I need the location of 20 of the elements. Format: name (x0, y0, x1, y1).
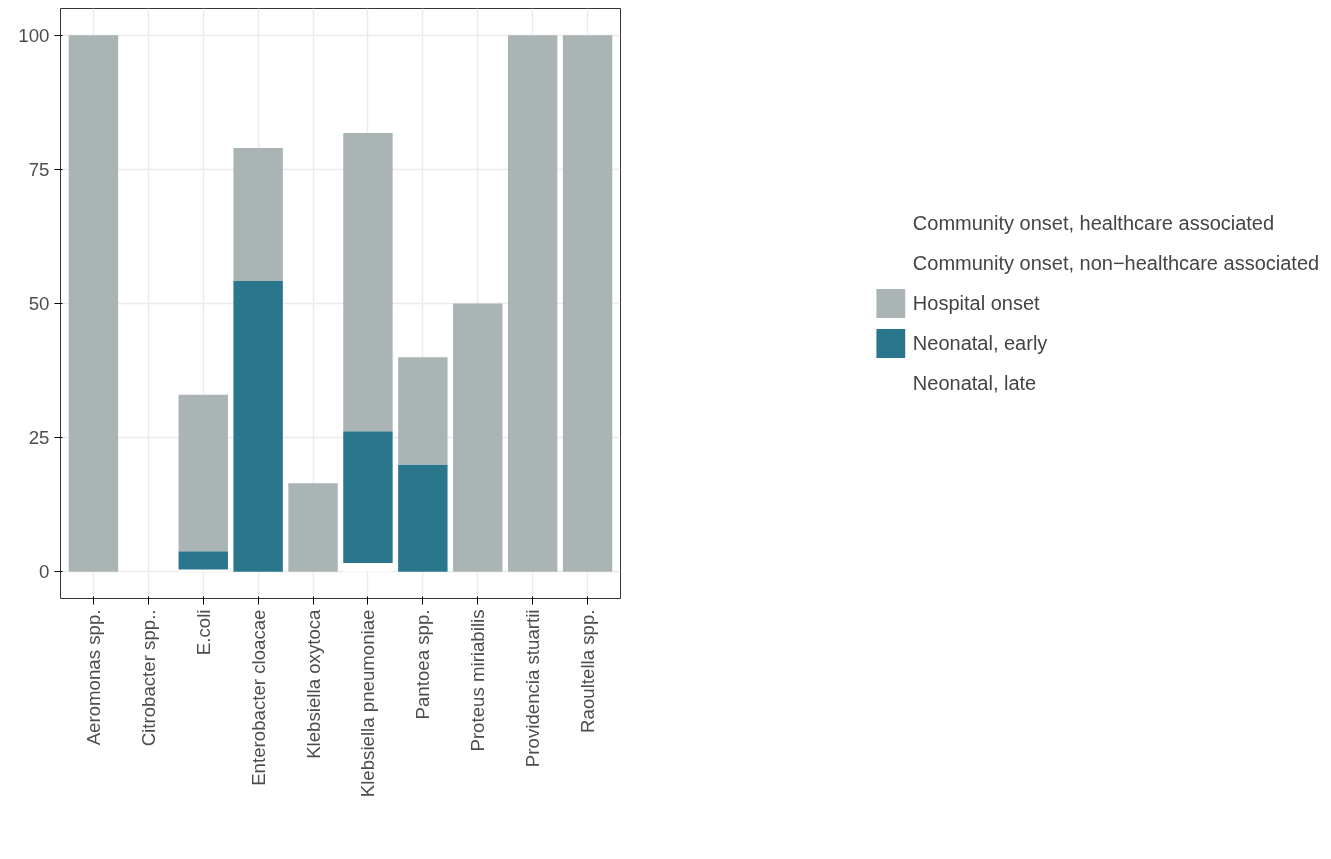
x-tick-label: Pantoea spp. (412, 609, 434, 720)
y-tick-label: 0 (39, 561, 50, 583)
legend-label: Neonatal, early (912, 331, 1048, 355)
x-tick-label: Klebsiella oxytoca (302, 608, 324, 759)
x-tick-label: Aeromonas spp. (82, 609, 104, 746)
text: Community onset, non−healthcare associated (912, 251, 1320, 275)
x-tick-label: Raoultella spp. (577, 609, 599, 733)
y-tick-label: 100 (18, 24, 50, 46)
legend-label: Hospital onset (912, 291, 1040, 315)
x-tick-label: Klebsiella pneumoniae (357, 609, 379, 798)
x-tick-label: Citrobacter spp.. (137, 609, 159, 747)
y-tick-label: 50 (28, 293, 50, 314)
x-tick-label: Providencia stuartii (522, 609, 544, 768)
text: Community onset, healthcare associated (912, 211, 1275, 235)
text: Neonatal, late (912, 371, 1037, 395)
y-tick-label: 25 (28, 427, 50, 449)
x-tick-label: E.coli (192, 609, 214, 656)
x-tick-label: Proteus miriabilis (467, 609, 489, 752)
x-tick-label: Enterobacter cloacae (247, 609, 269, 786)
y-tick-label: 75 (28, 158, 50, 180)
